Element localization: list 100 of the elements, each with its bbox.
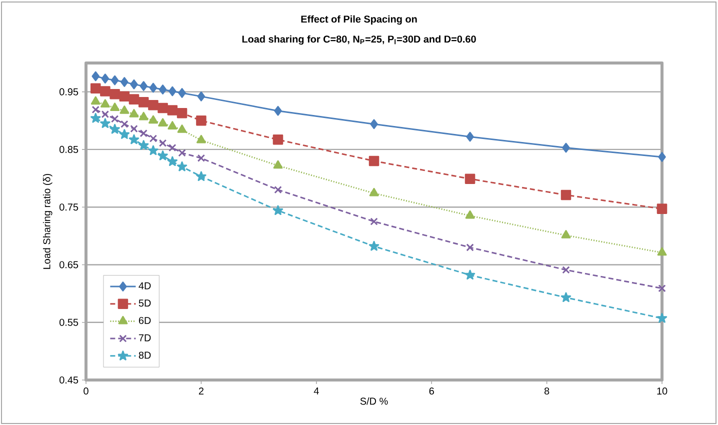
point — [274, 106, 282, 116]
point — [656, 312, 668, 323]
chart-subtitle: Load sharing for C=80, N$_{P}$=25, P$_{l}$=30D and D=0.60 — [242, 35, 476, 45]
y-tick-label: 0.85 — [60, 146, 78, 153]
point — [272, 134, 284, 145]
point — [196, 171, 206, 181]
point — [562, 142, 570, 153]
point — [101, 110, 110, 118]
point — [129, 108, 139, 118]
point — [128, 134, 140, 144]
point — [119, 129, 130, 139]
y-axis-title: Load Sharing ratio (δ) — [42, 174, 52, 269]
point — [368, 240, 380, 251]
point — [168, 86, 176, 96]
point — [140, 129, 148, 138]
point — [148, 145, 158, 156]
point — [149, 134, 158, 142]
point — [274, 186, 282, 194]
point — [560, 190, 572, 200]
point — [110, 115, 119, 123]
point — [158, 84, 167, 94]
point — [466, 132, 474, 142]
point — [110, 75, 119, 86]
point — [167, 105, 178, 116]
point — [177, 124, 187, 133]
point — [658, 152, 666, 162]
point — [128, 94, 140, 104]
point — [178, 149, 186, 157]
point — [158, 139, 167, 147]
point — [140, 81, 148, 91]
point — [92, 106, 100, 114]
point — [561, 230, 571, 238]
point — [92, 71, 100, 82]
point — [148, 115, 158, 124]
legend-label: 6D — [138, 316, 151, 324]
point — [370, 119, 378, 130]
y-tick-label: 0.65 — [60, 261, 78, 268]
point — [369, 188, 379, 196]
point — [273, 160, 283, 169]
x-tick-label: 6 — [429, 388, 434, 395]
legend-label: 4D — [138, 282, 151, 290]
point — [464, 174, 476, 184]
point — [272, 205, 284, 216]
point — [158, 102, 168, 114]
legend-label: 7D — [138, 334, 151, 342]
legend-label: 5D — [138, 300, 151, 307]
point — [562, 266, 570, 274]
point — [197, 154, 206, 162]
point — [120, 120, 128, 128]
point — [196, 116, 206, 126]
point — [90, 96, 100, 105]
point — [168, 121, 178, 130]
chart-title: Effect of Pile Spacing on — [301, 15, 417, 25]
point — [119, 91, 130, 102]
point — [138, 140, 149, 150]
point — [158, 150, 168, 160]
legend-label: 8D — [138, 352, 151, 359]
point — [464, 270, 476, 280]
point — [90, 112, 101, 123]
point — [100, 118, 110, 128]
point — [149, 82, 158, 93]
point — [100, 99, 110, 108]
y-tick-label: 0.75 — [60, 204, 78, 211]
point — [465, 210, 475, 219]
x-tick-label: 10 — [657, 388, 668, 395]
y-tick-label: 0.95 — [60, 88, 78, 96]
point — [560, 292, 572, 302]
point — [658, 284, 666, 292]
x-tick-label: 2 — [198, 388, 204, 394]
point — [657, 247, 667, 256]
x-axis-title: S/D % — [360, 397, 388, 405]
point — [120, 77, 128, 87]
point — [178, 88, 186, 98]
point — [197, 91, 206, 102]
point — [466, 244, 474, 252]
point — [656, 204, 668, 214]
point — [100, 86, 110, 96]
point — [176, 108, 188, 118]
point — [196, 134, 206, 144]
point — [110, 88, 120, 100]
point — [138, 97, 149, 108]
point — [148, 100, 158, 110]
y-tick-label: 0.55 — [60, 318, 78, 326]
point — [158, 118, 168, 127]
point — [120, 106, 130, 114]
point — [370, 218, 378, 226]
point — [130, 79, 138, 90]
point — [90, 83, 101, 94]
point — [138, 112, 148, 120]
point — [368, 156, 380, 166]
point — [176, 161, 188, 172]
y-tick-label: 0.45 — [60, 376, 78, 384]
x-tick-label: 8 — [544, 388, 550, 395]
point — [101, 74, 110, 84]
point — [168, 144, 176, 152]
point — [110, 124, 120, 134]
point — [167, 156, 178, 166]
x-tick-label: 4 — [314, 388, 319, 394]
point — [130, 124, 138, 133]
x-tick-label: 0 — [84, 388, 88, 395]
